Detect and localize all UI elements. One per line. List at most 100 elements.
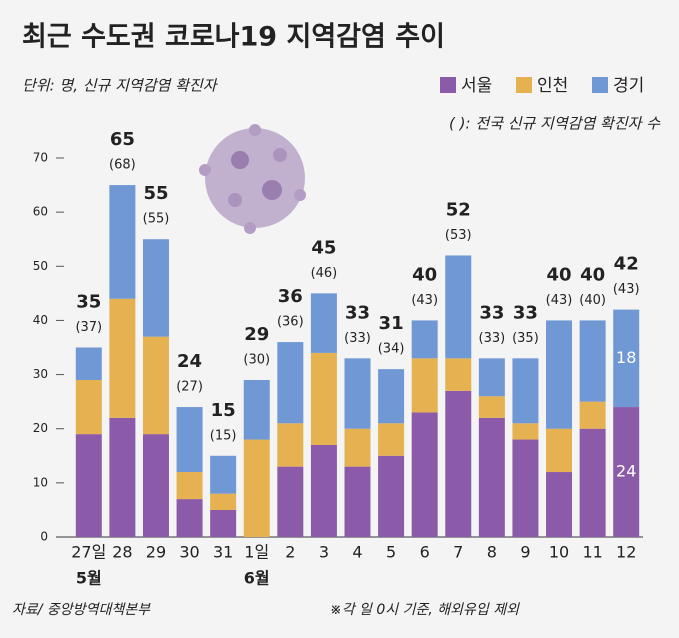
bar-segment — [411, 358, 438, 413]
y-tick-label: 60 — [33, 205, 48, 219]
national-label: (43) — [546, 293, 573, 308]
bar-segment — [378, 455, 405, 537]
total-label: 40 — [580, 264, 605, 285]
bar-segment — [478, 396, 505, 418]
x-tick-label: 3 — [319, 543, 329, 562]
x-tick-label: 28 — [112, 543, 132, 562]
legend-swatch — [516, 77, 532, 93]
bar-segment — [243, 379, 270, 440]
bar-segment — [378, 423, 405, 456]
y-tick-label: 70 — [33, 151, 48, 165]
bar-segment — [142, 336, 169, 435]
total-label: 40 — [412, 264, 437, 285]
y-tick-label: 20 — [33, 421, 48, 435]
bar-segment — [344, 428, 371, 467]
national-label: (33) — [479, 331, 506, 346]
total-label: 45 — [311, 237, 336, 258]
bar-segment — [277, 466, 304, 537]
segment-label: 24 — [616, 462, 636, 481]
national-label: (27) — [176, 380, 203, 395]
bar-segment — [176, 472, 203, 500]
total-label: 29 — [244, 324, 269, 345]
x-tick-label: 5 — [386, 543, 396, 562]
bar-segment — [546, 320, 573, 429]
x-tick-label: 1일 — [244, 543, 269, 562]
bar-segment — [344, 358, 371, 429]
total-label: 52 — [446, 199, 471, 220]
bar-segment — [579, 428, 606, 537]
national-label: (43) — [411, 293, 438, 308]
x-tick-label: 9 — [520, 543, 530, 562]
bar-segment — [277, 423, 304, 467]
chart-title: 최근 수도권 코로나19 지역감염 추이 — [22, 22, 445, 53]
bar-segment — [478, 358, 505, 397]
national-label: (36) — [277, 315, 304, 330]
legend-label: 인천 — [537, 76, 568, 96]
x-tick-label: 8 — [487, 543, 497, 562]
national-label: (53) — [445, 228, 472, 243]
national-label: (35) — [512, 331, 539, 346]
bar-segment — [478, 417, 505, 537]
bar-segment — [546, 472, 573, 537]
bar-segment — [512, 358, 539, 424]
national-label: (34) — [378, 342, 405, 357]
bar-segment — [310, 352, 337, 445]
bar-segment — [109, 298, 136, 418]
national-label: (46) — [311, 266, 338, 281]
bar-segment — [613, 309, 640, 408]
bar-segment — [411, 320, 438, 359]
x-tick-label: 10 — [549, 543, 569, 562]
bar-segment — [176, 499, 203, 537]
bar-segment — [445, 358, 472, 391]
bar-segment — [176, 407, 203, 473]
total-label: 35 — [76, 292, 101, 313]
bar-segment — [512, 423, 539, 440]
bar-segment — [310, 444, 337, 537]
footnote: ※각 일 0시 기준, 해외유입 제외 — [330, 602, 520, 618]
month-label: 6월 — [244, 569, 270, 588]
total-label: 15 — [211, 400, 236, 421]
total-label: 33 — [479, 302, 504, 323]
x-tick-label: 12 — [616, 543, 636, 562]
national-label: (37) — [75, 320, 102, 335]
note: ( ): 전국 신규 지역감염 확진자 수 — [449, 115, 661, 133]
legend-swatch — [440, 77, 456, 93]
bar-segment — [411, 412, 438, 537]
bar-segment — [310, 293, 337, 353]
x-tick-label: 30 — [179, 543, 199, 562]
bar-segment — [579, 401, 606, 429]
y-tick-label: 30 — [33, 367, 48, 381]
x-tick-label: 4 — [352, 543, 362, 562]
x-tick-label: 11 — [582, 543, 602, 562]
bar-segment — [210, 455, 237, 494]
month-label: 5월 — [76, 569, 102, 588]
bar-segment — [75, 347, 102, 380]
total-label: 40 — [546, 264, 571, 285]
bar-segment — [378, 369, 405, 424]
bar-segment — [142, 239, 169, 337]
bar-segment — [344, 466, 371, 537]
bar-segment — [75, 379, 102, 435]
national-label: (43) — [613, 282, 640, 297]
total-label: 55 — [143, 183, 168, 204]
legend-label: 경기 — [613, 76, 644, 96]
x-tick-label: 31 — [213, 543, 233, 562]
x-tick-label: 6 — [420, 543, 430, 562]
total-label: 31 — [379, 313, 404, 334]
total-label: 42 — [614, 254, 639, 275]
national-label: (40) — [579, 293, 606, 308]
y-tick-label: 50 — [33, 259, 48, 273]
y-tick-label: 0 — [40, 530, 48, 544]
bar-segment — [109, 185, 136, 299]
x-tick-label: 2 — [285, 543, 295, 562]
source: 자료/ 중앙방역대책본부 — [12, 602, 151, 618]
bar-segment — [512, 439, 539, 537]
bar-segment — [243, 439, 270, 537]
legend-label: 서울 — [461, 76, 492, 96]
total-label: 36 — [278, 286, 303, 307]
bar-segment — [445, 255, 472, 359]
bar-segment — [109, 417, 136, 537]
national-label: (15) — [210, 428, 237, 443]
legend-swatch — [592, 77, 608, 93]
virus-illustration — [199, 124, 306, 234]
